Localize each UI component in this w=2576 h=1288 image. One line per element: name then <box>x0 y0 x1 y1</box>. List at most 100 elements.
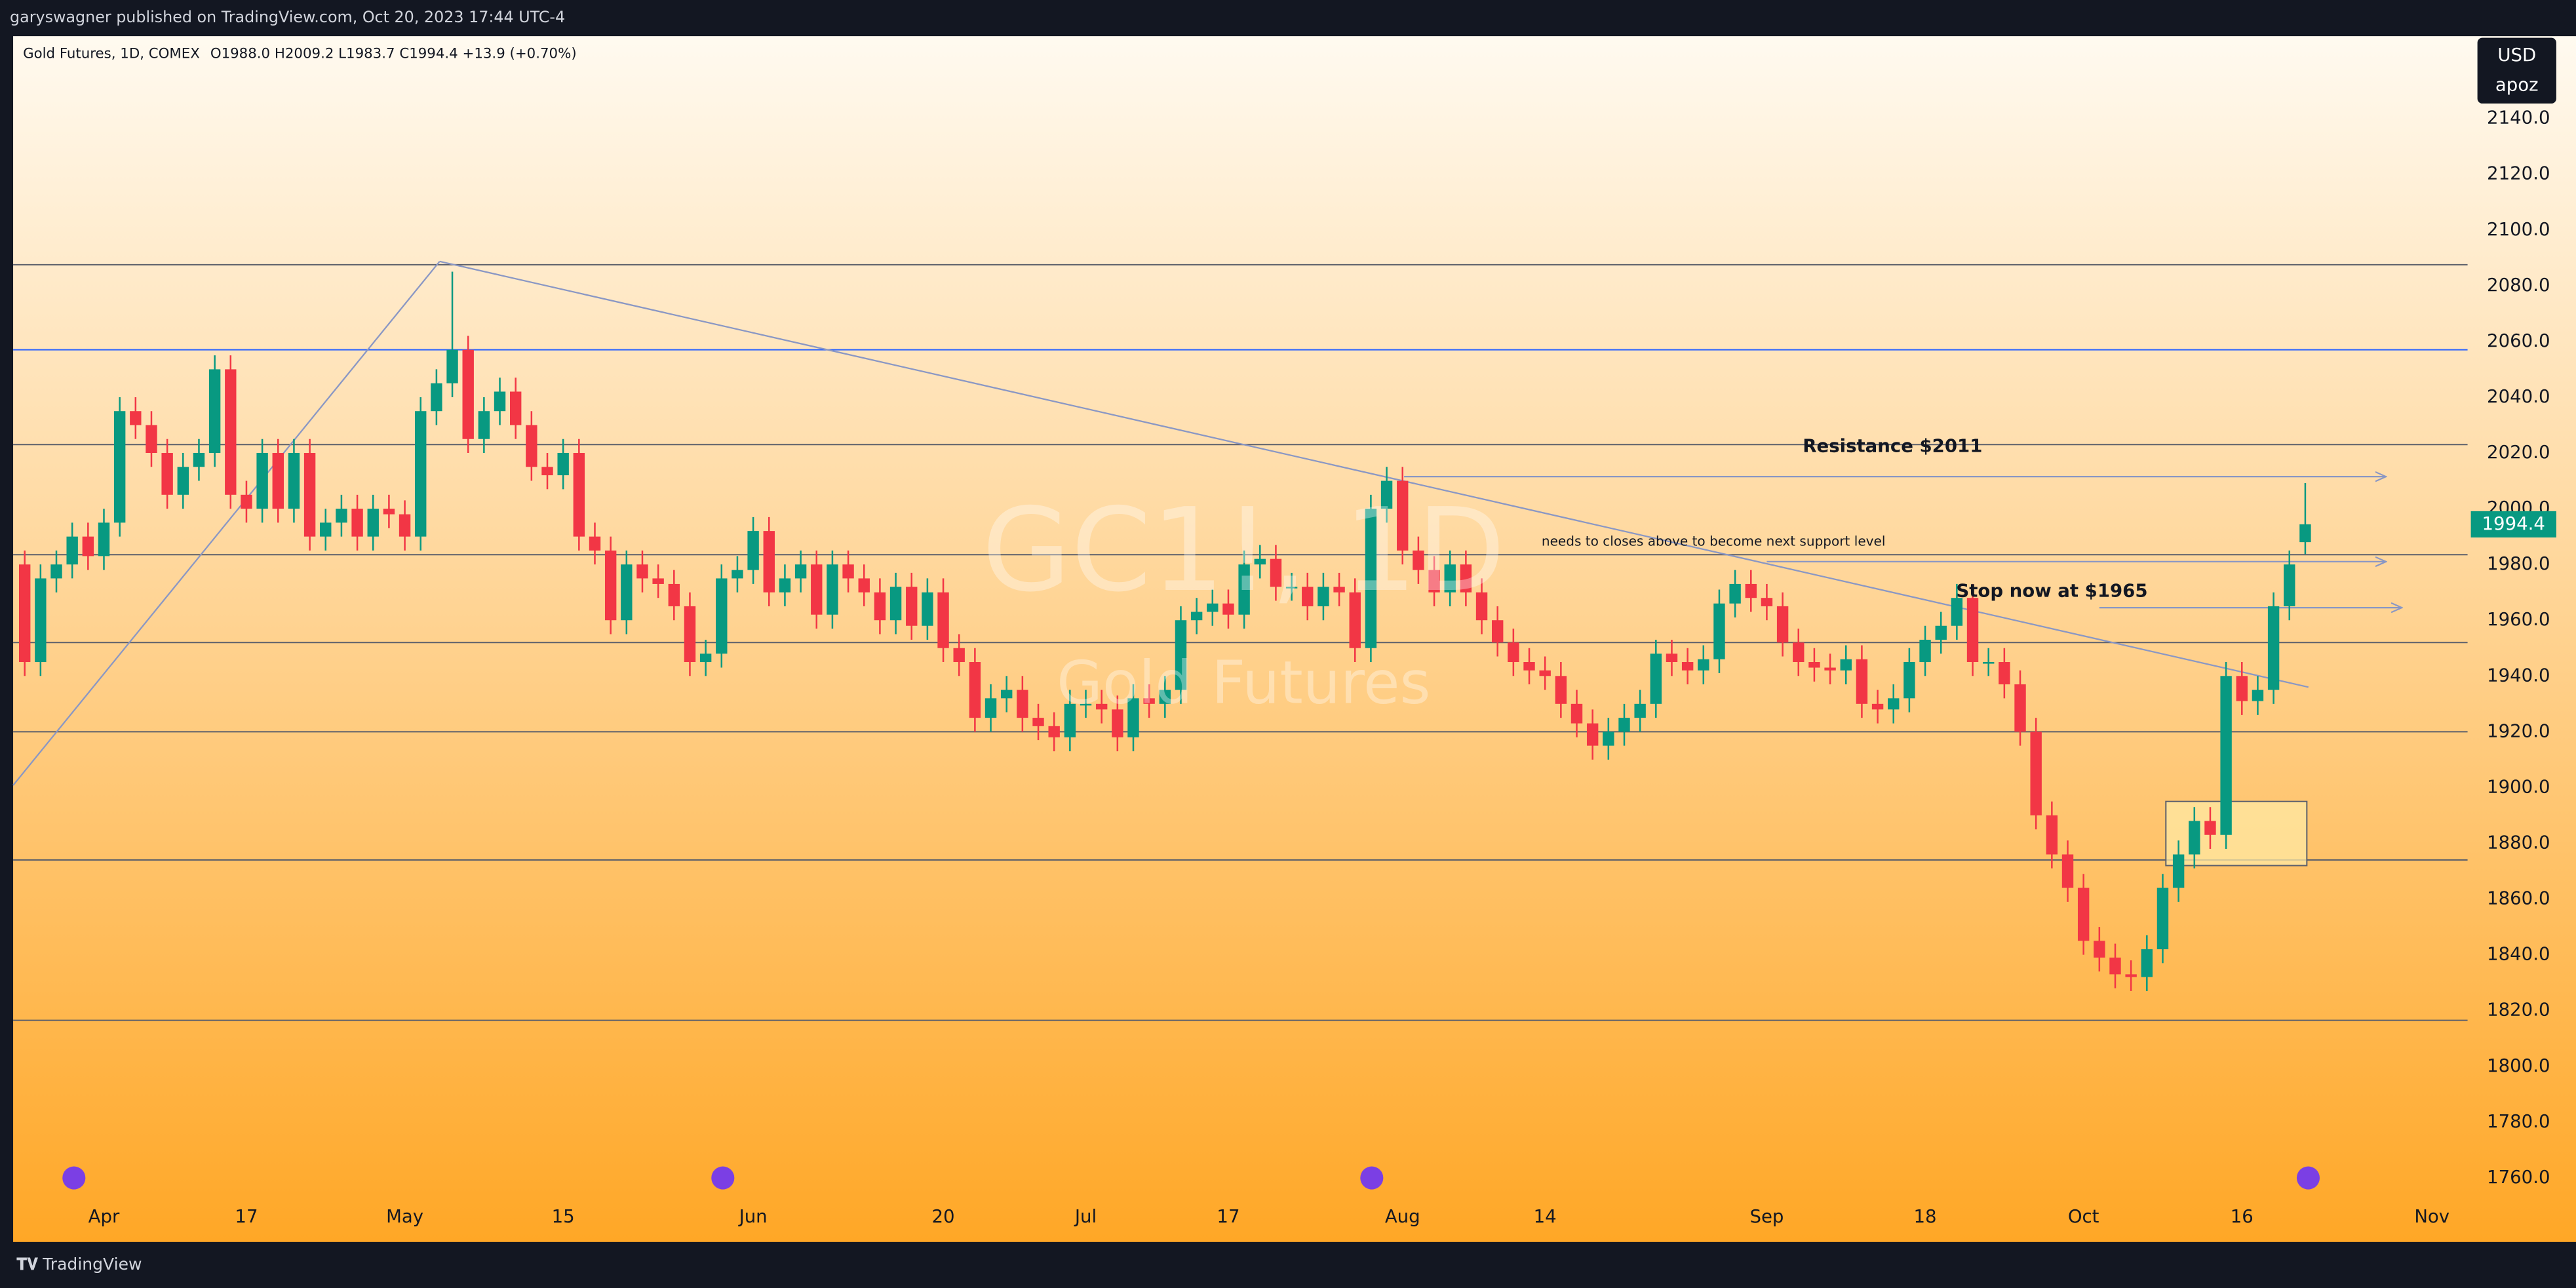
candle-body <box>827 564 838 615</box>
candle-body <box>1761 598 1773 606</box>
candle-body <box>636 564 648 579</box>
candle-body <box>66 536 78 565</box>
candle-body <box>2077 888 2090 941</box>
candle-body <box>1618 718 1630 732</box>
candle-body <box>1000 690 1013 699</box>
candle-body <box>2172 854 2185 888</box>
price-label: 1994.4 <box>2482 513 2545 534</box>
candle-body <box>732 570 743 579</box>
candle-body <box>1444 564 1456 593</box>
candle-body <box>889 587 902 621</box>
candle-body <box>1428 570 1440 593</box>
candle-body <box>2189 821 2200 855</box>
candle-body <box>1666 654 1678 663</box>
candle-body <box>1840 659 1852 671</box>
x-tick-label: May <box>386 1205 423 1227</box>
candle-body <box>1571 703 1583 724</box>
annotation: Stop now at $1965 <box>1956 579 2147 601</box>
currency-box[interactable] <box>2477 37 2556 104</box>
candle-body <box>716 578 728 654</box>
y-tick-label: 2100.0 <box>2487 218 2550 240</box>
candle-body <box>1317 587 1329 606</box>
highlight-box <box>2165 800 2308 867</box>
candle-body <box>2267 606 2280 690</box>
y-tick-label: 1780.0 <box>2487 1110 2550 1132</box>
candle-body <box>2061 854 2074 888</box>
x-tick-label: 20 <box>932 1205 955 1227</box>
candle-body <box>494 391 506 412</box>
candle-body <box>241 494 252 509</box>
event-icon[interactable] <box>711 1166 735 1190</box>
x-tick-label: 17 <box>1217 1205 1239 1227</box>
candle-body <box>668 583 680 606</box>
x-tick-label: Aug <box>1385 1205 1420 1227</box>
candle-body <box>399 514 411 537</box>
candle-body <box>969 662 981 718</box>
candle-body <box>2109 957 2121 975</box>
candle-body <box>1175 620 1187 690</box>
candle-body <box>113 411 126 523</box>
candle-body <box>1207 603 1219 612</box>
candle-body <box>1555 676 1567 704</box>
candle-body <box>1999 662 2010 685</box>
candle-body <box>130 411 142 425</box>
event-icon[interactable] <box>1360 1166 1384 1190</box>
candle-body <box>1508 642 1519 663</box>
candle-body <box>1919 639 1931 663</box>
candle-body <box>1729 583 1741 604</box>
candle-body <box>208 369 221 454</box>
candle-body <box>1190 612 1203 621</box>
candle-body <box>557 453 569 476</box>
candle-body <box>2204 821 2216 835</box>
candle-body <box>1982 662 1995 664</box>
y-tick-label: 1820.0 <box>2487 999 2550 1021</box>
candle-body <box>288 453 300 509</box>
candle-body <box>509 391 522 425</box>
candle-body <box>478 411 490 439</box>
y-tick-label: 1840.0 <box>2487 943 2550 965</box>
candle-body <box>1238 564 1250 615</box>
candle-body <box>98 522 110 556</box>
candle-body <box>589 536 601 551</box>
currency-unit: apoz <box>2495 73 2539 95</box>
candle-body <box>35 578 47 663</box>
candle-body <box>763 531 775 593</box>
candle-body <box>699 654 712 663</box>
candle-body <box>1254 558 1266 565</box>
candle-body <box>2299 524 2311 543</box>
watermark-symbol: GC1!, 1D <box>982 484 1506 617</box>
candle-body <box>573 453 585 537</box>
candle-body <box>1365 509 1377 648</box>
candle-body <box>1080 703 1092 706</box>
candle-body <box>1681 662 1694 671</box>
x-tick-label: Sep <box>1749 1205 1784 1227</box>
axes: 1760.0 1780.0 1800.0 1820.0 1840.0 1860.0 1880… <box>88 107 2556 1227</box>
candle-body <box>953 648 965 663</box>
candle-body <box>985 698 997 718</box>
candle-body <box>2141 949 2153 977</box>
candle-body <box>193 453 205 467</box>
candle-body <box>225 369 237 495</box>
candle-body <box>2220 676 2232 835</box>
y-tick-label: 2020.0 <box>2487 441 2550 463</box>
candle-body <box>906 587 918 626</box>
event-icon[interactable] <box>2296 1166 2320 1190</box>
candle-body <box>2252 690 2264 701</box>
y-tick-label: 1860.0 <box>2487 888 2550 909</box>
annotation: needs to closes above to become next sup… <box>1542 534 1886 549</box>
candle-body <box>2014 684 2026 732</box>
candle-body <box>874 592 886 621</box>
candle-body <box>2125 974 2137 977</box>
candle-body <box>1475 592 1488 621</box>
x-tick-label: 14 <box>1534 1205 1557 1227</box>
candle-body <box>779 578 791 593</box>
candle-body <box>1302 587 1314 606</box>
chart-area <box>13 36 2576 1242</box>
x-tick-label: Jul <box>1074 1205 1097 1227</box>
candle-body <box>1523 662 1535 671</box>
candle-body <box>794 564 807 579</box>
candle-body <box>1856 659 1868 704</box>
x-tick-label: 16 <box>2231 1205 2254 1227</box>
event-icon[interactable] <box>62 1166 86 1190</box>
